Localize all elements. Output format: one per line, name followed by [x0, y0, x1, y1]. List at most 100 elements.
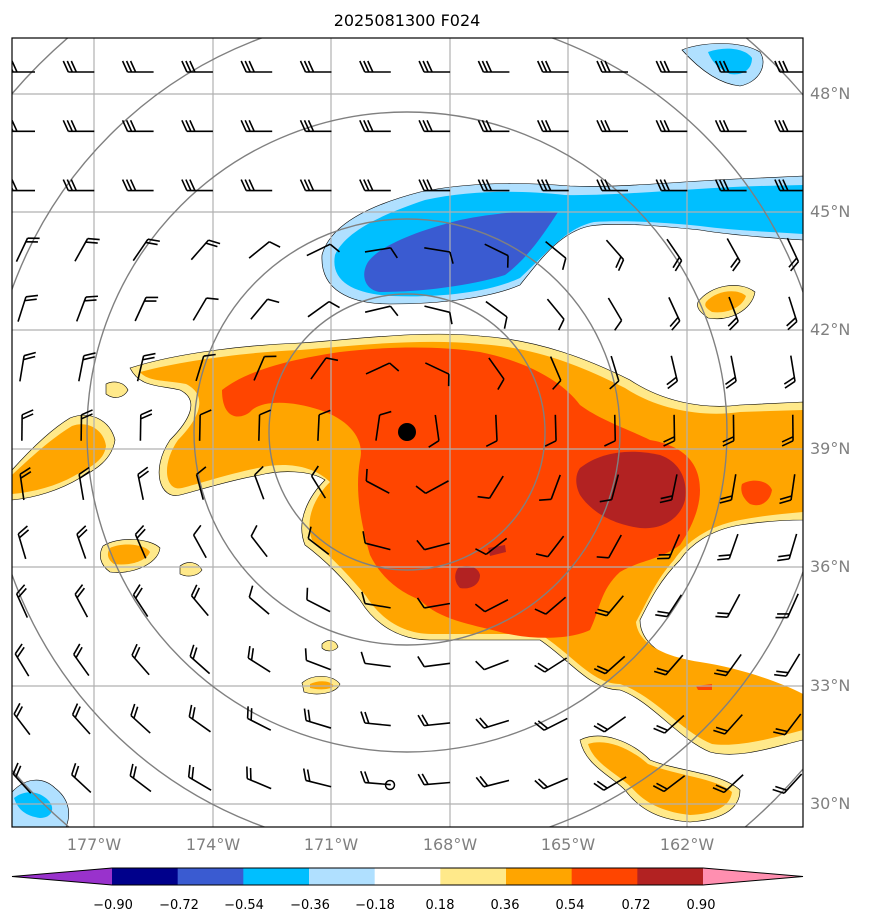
wind-barb: [306, 243, 341, 257]
lat-label-33: 33°N: [810, 676, 850, 695]
wind-barb: [360, 711, 391, 727]
wind-barb: [134, 524, 147, 559]
wind-barb: [609, 355, 620, 390]
wind-barb: [652, 775, 686, 793]
wind-barb: [663, 414, 676, 447]
wind-barb: [74, 237, 100, 262]
wind-barb: [76, 525, 88, 559]
wind-barb: [74, 584, 89, 618]
wind-barb: [536, 119, 569, 133]
wind-barb: [299, 60, 332, 73]
wind-barb: [247, 645, 271, 673]
wind-barb: [129, 763, 152, 793]
wind-barb: [248, 240, 281, 259]
range-ring-2: [193, 218, 621, 646]
wind-barb: [605, 239, 625, 272]
wind-barb: [474, 599, 509, 613]
wind-barb: [13, 702, 31, 736]
wind-barb: [607, 297, 623, 331]
wind-barb: [417, 773, 451, 786]
wind-barb: [17, 294, 39, 322]
wind-barb: [777, 533, 798, 562]
wind-barb: [181, 179, 213, 192]
colorbar-segment: [440, 868, 507, 885]
wind-barb: [666, 355, 679, 390]
wind-barbs: [12, 60, 803, 794]
wind-barb: [655, 60, 688, 73]
wind-barb: [240, 60, 273, 73]
wind-barb: [779, 474, 796, 505]
contour-positive-darkred: [576, 451, 686, 529]
wind-barb: [360, 770, 391, 786]
graticule: [12, 38, 803, 827]
wind-barb: [187, 764, 212, 791]
wind-barb: [714, 60, 747, 73]
wind-barb: [536, 60, 569, 73]
contour-positive-orangered: [222, 347, 700, 638]
wind-barb: [15, 584, 29, 618]
colorbar-label-1: −0.72: [159, 898, 199, 913]
wind-barb: [418, 60, 451, 73]
lat-label-36: 36°N: [810, 557, 850, 576]
colorbar-label-0: −0.90: [93, 898, 133, 913]
wind-barb: [477, 475, 504, 499]
wind-barb: [139, 409, 153, 441]
wind-barb: [190, 584, 209, 617]
wind-barb: [593, 716, 627, 733]
wind-barb: [786, 296, 798, 331]
lat-label-48: 48°N: [810, 84, 850, 103]
contour-blob-5: [105, 381, 129, 398]
range-ring-1: [268, 293, 546, 571]
wind-barb: [593, 655, 626, 675]
wind-barb: [15, 237, 40, 262]
colorbar-segment: [374, 868, 441, 885]
wind-barb: [773, 713, 802, 736]
lat-labels: 48°N 45°N 42°N 39°N 36°N 33°N 30°N: [810, 84, 850, 813]
lon-label-177: 177°W: [67, 835, 122, 854]
lon-label-168: 168°W: [423, 835, 478, 854]
wind-barb: [534, 657, 568, 673]
center-marker: [398, 423, 416, 441]
wind-barb: [655, 179, 688, 192]
contour-blob-3-orange: [310, 681, 334, 690]
lon-label-165: 165°W: [541, 835, 596, 854]
wind-barb: [477, 179, 510, 192]
wind-barb: [727, 296, 739, 331]
colorbar-outline: [11, 867, 804, 886]
wind-barb: [362, 531, 391, 551]
wind-barb: [62, 179, 95, 192]
wind-barb: [596, 534, 622, 559]
wind-barb: [594, 595, 624, 617]
wind-barb: [774, 119, 803, 133]
wind-barb: [534, 717, 568, 731]
wind-barb: [121, 179, 154, 192]
wind-barb: [250, 525, 268, 558]
colorbar-label-5: 0.18: [426, 898, 455, 913]
colorbar-label-9: 0.90: [687, 898, 716, 913]
colorbar-segment: [571, 868, 638, 885]
wind-barb: [258, 409, 272, 441]
wind-barb: [364, 247, 398, 259]
wind-barb: [534, 596, 567, 615]
wind-barb: [772, 773, 803, 794]
wind-barb: [416, 597, 451, 609]
wind-barb: [715, 593, 741, 618]
wind-barb: [475, 775, 510, 788]
wind-barb: [375, 410, 392, 441]
wind-barb: [418, 179, 451, 192]
wind-barb: [12, 60, 35, 73]
wind-barb: [774, 179, 803, 192]
colorbar-extend-high: [703, 868, 803, 885]
wind-barb: [306, 587, 331, 613]
wind-barb: [134, 296, 159, 322]
colorbar-segment: [112, 868, 179, 885]
wind-barb: [719, 474, 737, 504]
wind-barb: [78, 352, 96, 382]
wind-barb: [722, 414, 735, 447]
colorbar-extend-low: [12, 868, 112, 885]
wind-barb: [417, 714, 451, 727]
wind-barb: [71, 763, 92, 794]
wind-barb: [549, 356, 562, 390]
